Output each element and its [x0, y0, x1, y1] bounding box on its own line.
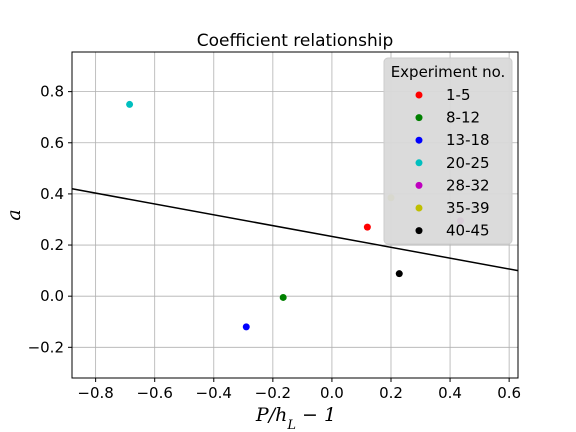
x-tick-label: 0.4 — [438, 384, 462, 402]
legend-marker — [415, 91, 423, 99]
legend-marker — [415, 181, 423, 189]
point-40-45 — [395, 270, 403, 278]
chart-title: Coefficient relationship — [197, 31, 393, 51]
x-tick-label: 0.0 — [320, 384, 344, 402]
fit-line — [71, 188, 519, 272]
point-8-12 — [279, 293, 287, 301]
x-tick-label: −0.4 — [196, 384, 232, 402]
legend-marker — [415, 159, 423, 167]
legend-label: 8-12 — [446, 109, 480, 127]
x-axis: −0.8 −0.6 −0.4 −0.2 0.0 0.2 0.4 0.6 — [77, 378, 521, 402]
fit-line-group — [71, 188, 519, 272]
legend-box — [383, 57, 513, 245]
y-tick-label: 0.4 — [40, 185, 64, 203]
legend-marker — [415, 227, 423, 235]
legend-label: 20-25 — [446, 154, 490, 172]
y-tick-label: 0.8 — [40, 83, 64, 101]
y-axis-label: a — [3, 209, 25, 220]
x-axis-label: P/hL − 1 — [255, 404, 336, 432]
x-tick-label: 0.2 — [379, 384, 403, 402]
point-20-25 — [126, 100, 134, 108]
legend-marker — [415, 204, 423, 212]
legend: Experiment no. 1-5 8-12 13-18 20-25 28-32 35-3… — [383, 57, 513, 245]
x-tick-label: −0.6 — [136, 384, 172, 402]
y-axis: −0.2 0.0 0.2 0.4 0.6 0.8 — [28, 83, 72, 356]
legend-marker — [415, 114, 423, 122]
x-tick-label: 0.6 — [497, 384, 521, 402]
legend-label: 1-5 — [446, 86, 471, 104]
legend-marker — [415, 136, 423, 144]
y-tick-label: 0.0 — [40, 287, 64, 305]
point-13-18 — [242, 323, 250, 331]
x-axis-label-text: P/hL − 1 — [255, 404, 336, 432]
x-tick-label: −0.2 — [255, 384, 291, 402]
legend-label: 35-39 — [446, 199, 490, 217]
y-tick-label: 0.2 — [40, 236, 64, 254]
y-tick-label: −0.2 — [28, 338, 64, 356]
legend-label: 40-45 — [446, 222, 490, 240]
legend-label: 13-18 — [446, 131, 490, 149]
legend-title: Experiment no. — [391, 63, 506, 81]
y-tick-label: 0.6 — [40, 134, 64, 152]
x-tick-label: −0.8 — [77, 384, 113, 402]
legend-label: 28-32 — [446, 176, 490, 194]
plot-frame — [71, 51, 519, 379]
point-1-5 — [363, 223, 371, 231]
